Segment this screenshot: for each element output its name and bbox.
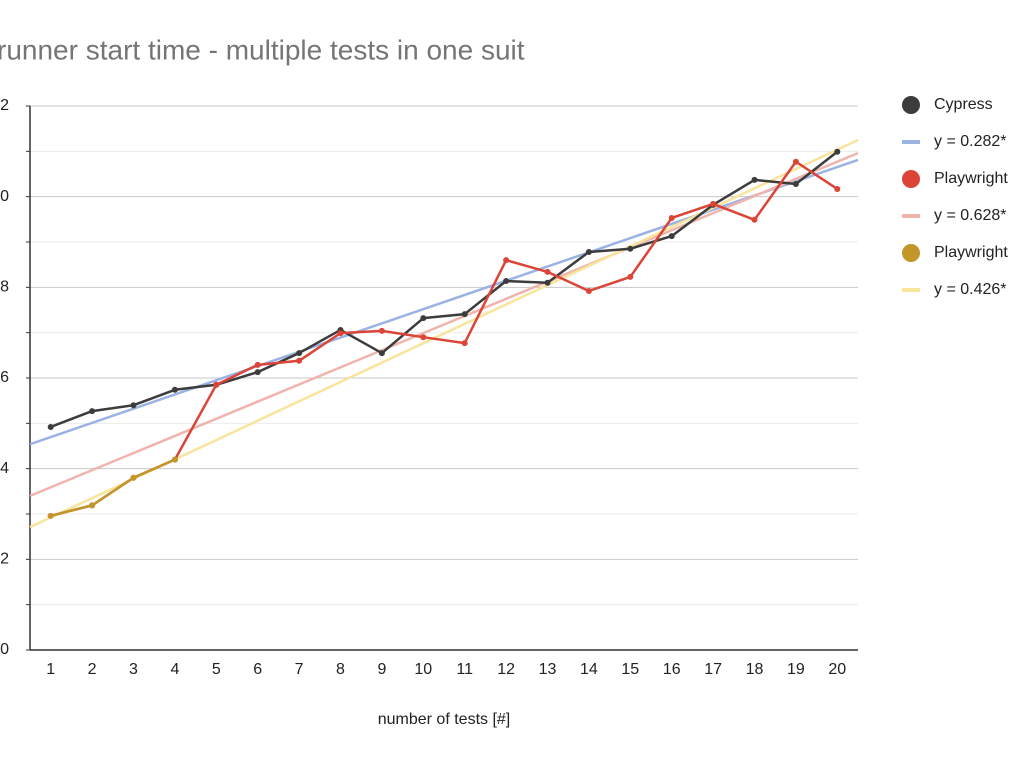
x-tick-label: 9 bbox=[377, 661, 386, 678]
data-point bbox=[296, 357, 303, 364]
legend-label: y = 0.426* bbox=[934, 281, 1007, 298]
x-tick-label: 18 bbox=[746, 661, 764, 678]
x-tick-label: 7 bbox=[295, 661, 304, 678]
legend-label: y = 0.282* bbox=[934, 133, 1007, 150]
y-tick-label: 10 bbox=[0, 188, 9, 205]
data-point bbox=[171, 456, 178, 463]
data-point bbox=[89, 408, 96, 415]
x-tick-label: 16 bbox=[663, 661, 681, 678]
data-point bbox=[751, 176, 758, 183]
data-point bbox=[130, 402, 137, 409]
data-point bbox=[627, 245, 634, 252]
data-point bbox=[378, 327, 385, 334]
data-point bbox=[792, 180, 799, 187]
x-tick-label: 4 bbox=[170, 661, 179, 678]
data-point bbox=[710, 200, 717, 207]
data-point bbox=[89, 502, 96, 509]
y-tick-label: 12 bbox=[0, 97, 9, 114]
trendline bbox=[29, 158, 859, 446]
data-point bbox=[585, 248, 592, 255]
legend-label: Playwright bbox=[934, 170, 1008, 187]
data-point bbox=[668, 233, 675, 240]
chart-title: runner start time - multiple tests in on… bbox=[0, 34, 525, 65]
y-tick-label: 8 bbox=[0, 279, 9, 296]
x-tick-label: 17 bbox=[704, 661, 722, 678]
x-tick-label: 19 bbox=[787, 661, 805, 678]
data-point bbox=[503, 277, 510, 284]
y-tick-label: 6 bbox=[0, 369, 9, 386]
legend-label: Cypress bbox=[934, 96, 993, 113]
y-tick-label: 0 bbox=[0, 641, 9, 658]
data-point bbox=[378, 350, 385, 357]
x-tick-label: 12 bbox=[497, 661, 515, 678]
data-point bbox=[585, 287, 592, 294]
legend-swatch bbox=[902, 96, 920, 114]
data-point bbox=[213, 381, 220, 388]
data-point bbox=[420, 315, 427, 322]
data-point bbox=[130, 474, 137, 481]
x-axis-label: number of tests [#] bbox=[378, 711, 511, 728]
data-point bbox=[47, 512, 54, 519]
legend-label: Playwright bbox=[934, 244, 1008, 261]
data-point bbox=[834, 148, 841, 155]
data-point bbox=[420, 334, 427, 341]
legend-label: y = 0.628* bbox=[934, 207, 1007, 224]
data-point bbox=[461, 311, 468, 318]
y-tick-label: 4 bbox=[0, 460, 9, 477]
data-point bbox=[503, 257, 510, 264]
series-line bbox=[50, 150, 839, 429]
x-tick-label: 10 bbox=[414, 661, 432, 678]
data-point bbox=[47, 423, 54, 430]
data-point bbox=[751, 216, 758, 223]
data-point bbox=[461, 340, 468, 347]
data-point bbox=[544, 279, 551, 286]
data-point bbox=[254, 361, 261, 368]
x-tick-label: 3 bbox=[129, 661, 138, 678]
x-tick-label: 15 bbox=[621, 661, 639, 678]
data-point bbox=[544, 268, 551, 275]
x-tick-label: 5 bbox=[212, 661, 221, 678]
x-tick-label: 6 bbox=[253, 661, 262, 678]
data-point bbox=[337, 330, 344, 337]
data-point bbox=[792, 158, 799, 165]
x-tick-label: 8 bbox=[336, 661, 345, 678]
data-point bbox=[254, 369, 261, 376]
legend-swatch bbox=[902, 244, 920, 262]
data-point bbox=[627, 273, 634, 280]
data-point bbox=[296, 350, 303, 357]
series-line bbox=[50, 458, 176, 518]
x-tick-label: 13 bbox=[539, 661, 557, 678]
x-tick-label: 14 bbox=[580, 661, 598, 678]
x-tick-label: 11 bbox=[456, 661, 473, 678]
data-point bbox=[834, 185, 841, 192]
data-point bbox=[668, 214, 675, 221]
series-line bbox=[50, 160, 838, 518]
y-tick-label: 2 bbox=[0, 551, 9, 568]
x-tick-label: 1 bbox=[46, 661, 55, 678]
legend-swatch bbox=[902, 170, 920, 188]
trendline bbox=[29, 151, 859, 498]
x-tick-label: 20 bbox=[828, 661, 846, 678]
data-point bbox=[171, 386, 178, 393]
x-tick-label: 2 bbox=[88, 661, 97, 678]
